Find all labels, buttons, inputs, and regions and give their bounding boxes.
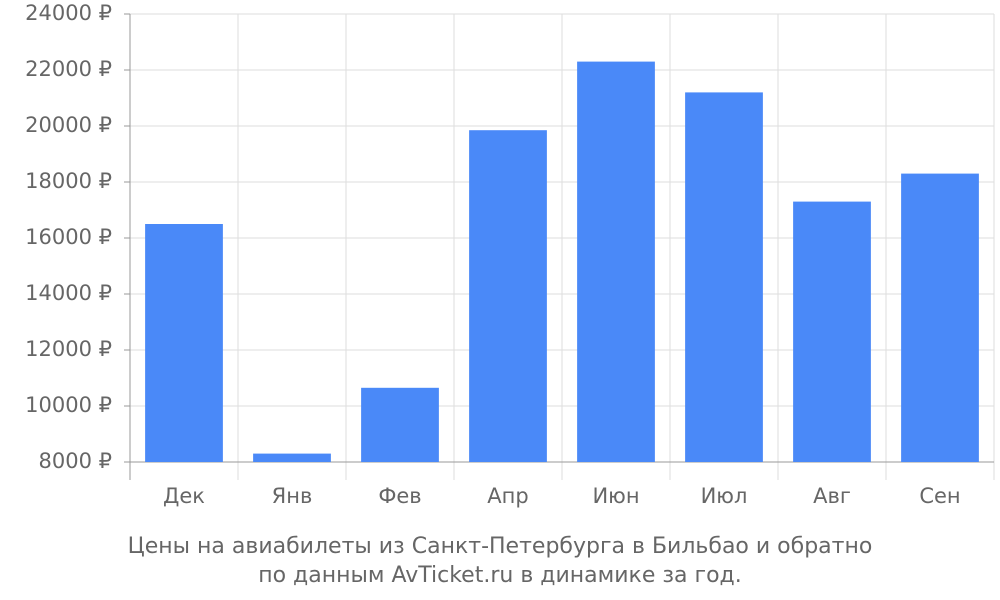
bar	[145, 224, 223, 462]
y-tick-label: 14000 ₽	[25, 281, 112, 305]
chart-title: по данным AvTicket.ru в динамике за год.	[258, 563, 742, 588]
bar	[253, 453, 331, 462]
x-tick-label: Сен	[919, 484, 960, 508]
bar	[469, 130, 547, 462]
y-tick-label: 20000 ₽	[25, 113, 112, 137]
x-tick-label: Июн	[592, 484, 639, 508]
x-tick-label: Фев	[378, 484, 421, 508]
y-tick-label: 16000 ₽	[25, 225, 112, 249]
y-tick-label: 18000 ₽	[25, 169, 112, 193]
bar	[901, 173, 979, 462]
chart-title: Цены на авиабилеты из Санкт-Петербурга в…	[128, 534, 873, 559]
bar	[685, 92, 763, 463]
bar	[793, 201, 871, 462]
x-tick-label: Авг	[813, 484, 851, 508]
y-tick-label: 12000 ₽	[25, 337, 112, 361]
x-tick-label: Янв	[272, 484, 313, 508]
y-tick-label: 10000 ₽	[25, 393, 112, 417]
y-tick-label: 8000 ₽	[39, 449, 112, 473]
bar	[361, 387, 439, 462]
x-tick-label: Дек	[163, 484, 205, 508]
y-tick-label: 22000 ₽	[25, 57, 112, 81]
x-tick-label: Июл	[701, 484, 748, 508]
x-tick-label: Апр	[487, 484, 528, 508]
bar	[577, 61, 655, 462]
y-tick-label: 24000 ₽	[25, 1, 112, 25]
